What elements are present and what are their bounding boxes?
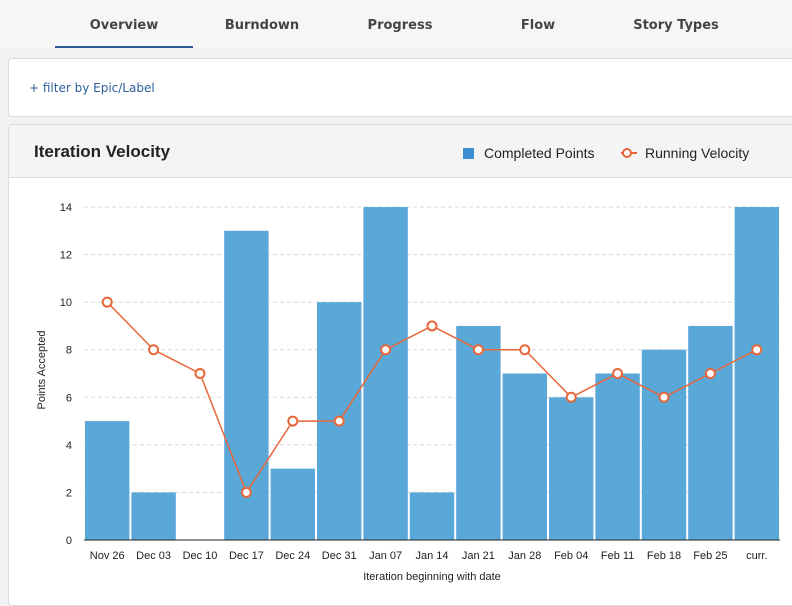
running-velocity-point <box>519 344 531 356</box>
y-tick-label: 6 <box>66 392 72 404</box>
legend-bar-swatch-icon <box>463 147 474 159</box>
running-velocity-point <box>658 391 670 403</box>
x-tick-label: Jan 14 <box>415 550 448 562</box>
running-velocity-point <box>194 368 206 379</box>
tab-story-types-label: Story Types <box>633 18 719 33</box>
completed-points-bar <box>131 492 176 540</box>
y-tick-label: 8 <box>66 345 72 357</box>
completed-points-bar <box>595 373 640 540</box>
y-tick-label: 4 <box>66 440 72 452</box>
x-axis-label: Iteration beginning with date <box>363 571 501 583</box>
filter-by-epic-label-link[interactable]: + filter by Epic/Label <box>29 81 155 95</box>
running-velocity-point <box>612 368 624 379</box>
completed-points-bar <box>85 421 130 540</box>
completed-points-bar <box>456 325 501 540</box>
axes: 0 2 4 6 8 10 12 14 Nov 26 Dec 03 Dec 10 Dec 17 Dec 2… <box>60 202 780 562</box>
tab-bar: Overview Burndown Progress Flow Story Ty… <box>0 0 792 48</box>
panel-header: Iteration Velocity Completed Points Runn… <box>9 125 792 178</box>
running-velocity-point <box>565 391 577 403</box>
running-velocity-point <box>751 344 763 356</box>
grid-lines <box>84 206 780 493</box>
tab-burndown[interactable]: Burndown <box>193 18 331 48</box>
x-tick-label: Dec 17 <box>229 550 264 562</box>
tab-story-types[interactable]: Story Types <box>607 18 745 48</box>
x-tick-label: Jan 28 <box>508 550 541 562</box>
filter-panel: + filter by Epic/Label <box>8 58 792 117</box>
completed-points-bar <box>734 207 779 540</box>
x-tick-label: Dec 31 <box>322 550 357 562</box>
completed-points-bar <box>409 492 455 540</box>
tab-burndown-label: Burndown <box>224 18 300 33</box>
x-tick-label: Jan 07 <box>369 550 402 562</box>
y-tick-label: 0 <box>66 535 72 547</box>
x-tick-label: Dec 03 <box>136 550 171 562</box>
legend-completed-points-label: Completed Points <box>484 145 595 161</box>
x-tick-label: Feb 11 <box>601 550 634 562</box>
running-velocity-point <box>426 320 438 332</box>
y-tick-label: 14 <box>60 202 72 214</box>
legend-line-marker-icon <box>621 147 637 159</box>
running-velocity-point <box>704 368 716 379</box>
completed-points-bar <box>688 325 733 540</box>
y-axis-label: Points Accepted <box>36 331 48 410</box>
x-tick-label: Nov 26 <box>90 550 125 562</box>
panel-title: Iteration Velocity <box>34 142 171 161</box>
tab-progress-label: Progress <box>367 18 433 33</box>
velocity-line <box>101 296 763 498</box>
running-velocity-point <box>333 415 345 427</box>
x-tick-label: Feb 04 <box>554 550 588 562</box>
running-velocity-point <box>240 486 252 498</box>
completed-points-bar <box>502 373 547 540</box>
tab-flow[interactable]: Flow <box>469 18 607 48</box>
tab-overview[interactable]: Overview <box>55 18 193 48</box>
running-velocity-point <box>101 296 113 308</box>
completed-points-bar <box>641 349 687 540</box>
completed-points-bar <box>270 468 315 540</box>
running-velocity-point <box>287 415 299 427</box>
running-velocity-point <box>148 344 160 356</box>
tab-progress[interactable]: Progress <box>331 18 469 48</box>
velocity-chart: 0 2 4 6 8 10 12 14 Nov 26 Dec 03 Dec 10 Dec 17 Dec 2… <box>36 202 780 583</box>
bars <box>85 207 779 541</box>
x-tick-label: Feb 25 <box>693 550 727 562</box>
y-tick-label: 12 <box>60 250 72 262</box>
completed-points-bar <box>549 397 594 540</box>
x-tick-label: Dec 10 <box>183 550 218 562</box>
x-tick-label: Feb 18 <box>647 550 681 562</box>
running-velocity-point <box>472 344 484 356</box>
x-tick-label: Jan 21 <box>462 550 495 562</box>
tab-flow-label: Flow <box>520 18 556 33</box>
x-tick-label: Dec 24 <box>275 550 310 562</box>
y-tick-label: 2 <box>66 487 72 499</box>
legend-running-velocity-label: Running Velocity <box>645 145 750 161</box>
x-tick-label: curr. <box>746 550 767 562</box>
legend-completed-points: Completed Points <box>463 145 595 161</box>
running-velocity-point <box>380 344 392 356</box>
y-tick-label: 10 <box>60 297 72 309</box>
tab-overview-label: Overview <box>89 18 159 33</box>
legend-running-velocity: Running Velocity <box>621 145 749 161</box>
